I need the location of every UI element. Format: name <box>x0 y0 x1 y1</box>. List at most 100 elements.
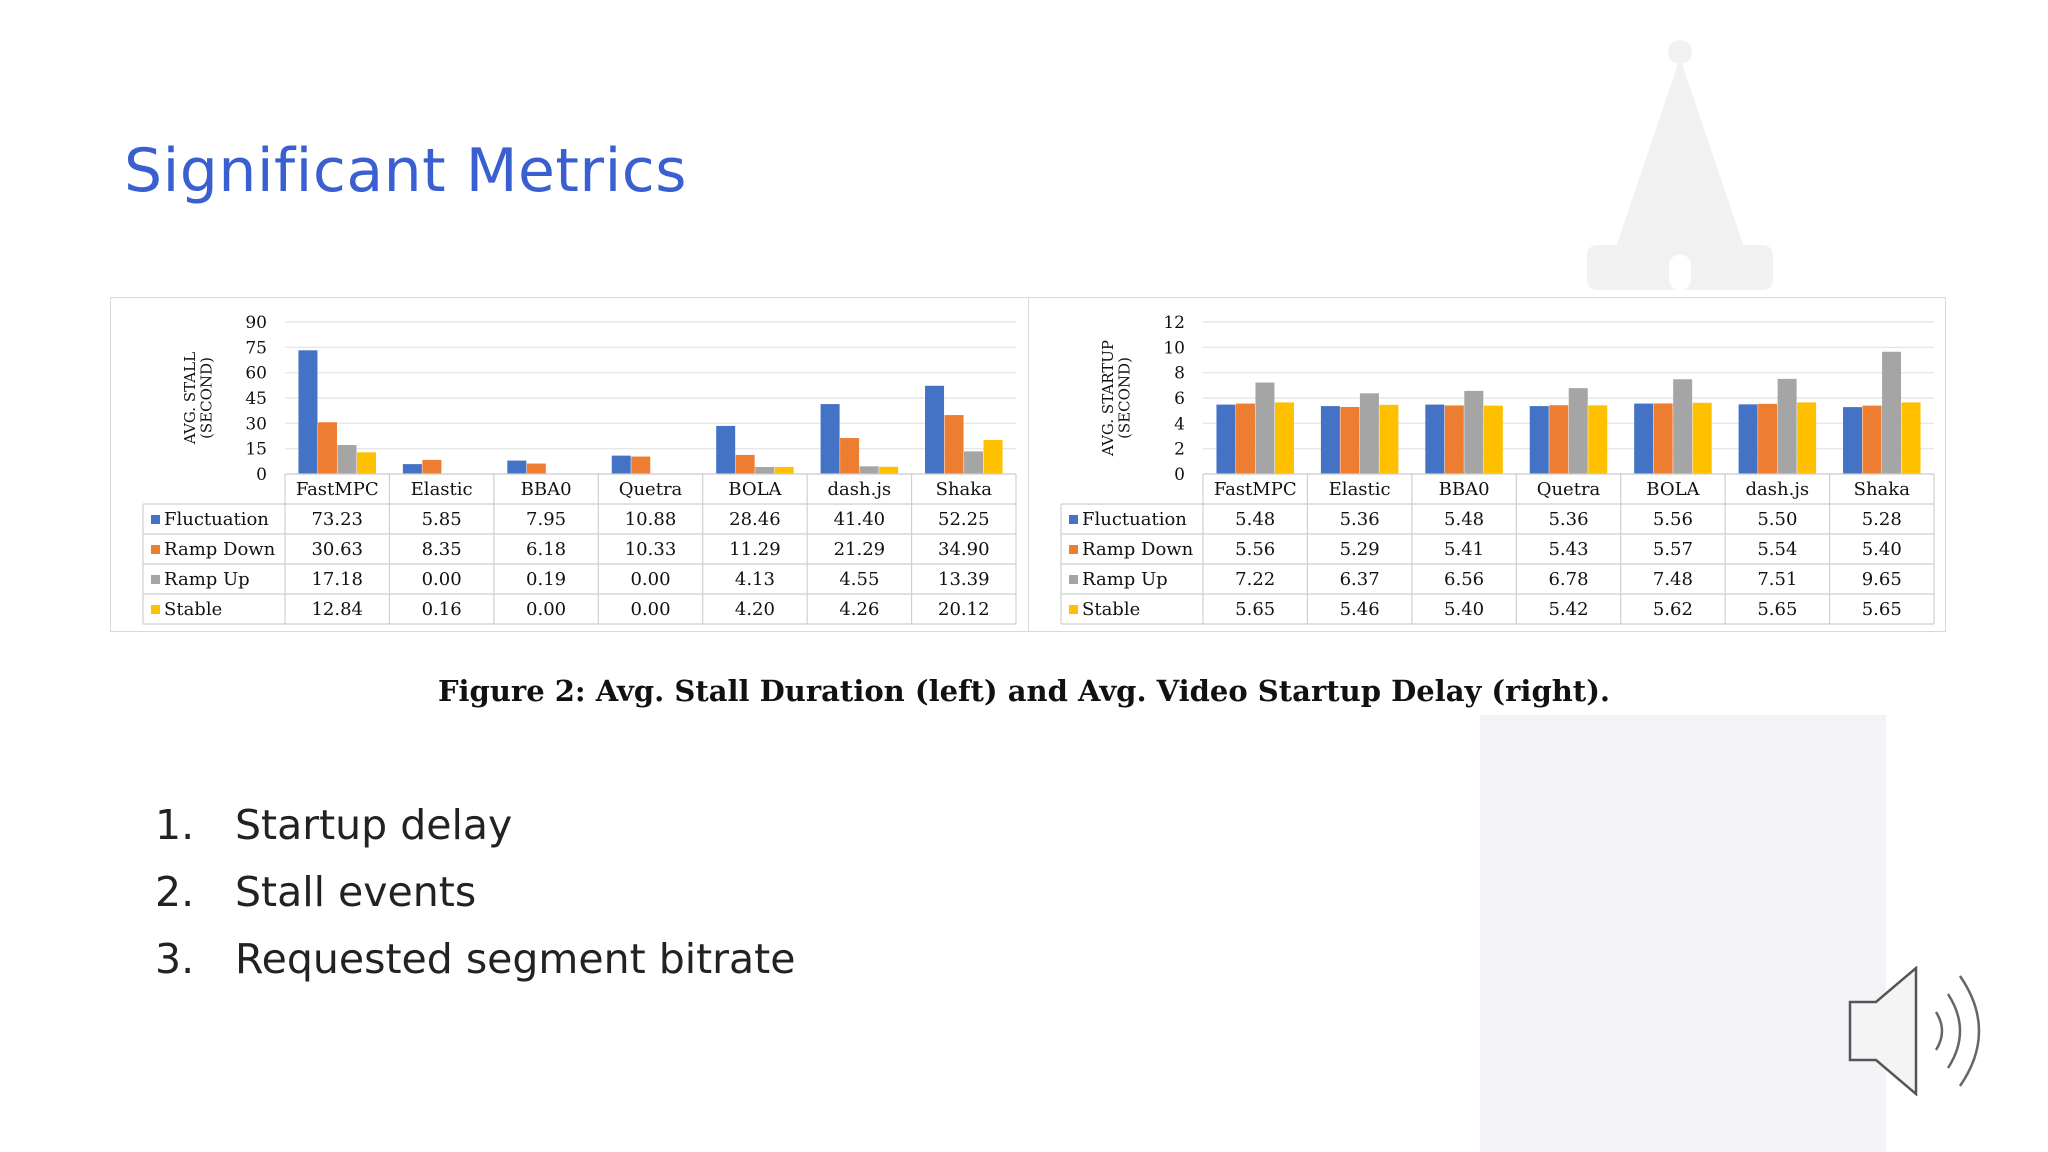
data-value: 41.40 <box>834 509 886 530</box>
y-tick-label: 30 <box>245 414 267 434</box>
bar <box>879 466 899 474</box>
data-value: 7.22 <box>1235 569 1275 590</box>
y-axis-label: AVG. STARTUP(SECOND) <box>1099 340 1134 457</box>
bullet-text: Requested segment bitrate <box>235 935 796 983</box>
legend-swatch <box>1069 515 1078 524</box>
bar <box>1843 407 1863 474</box>
y-tick-label: 45 <box>245 389 267 409</box>
bar <box>1862 405 1882 474</box>
bar <box>859 466 879 474</box>
bar <box>716 425 736 474</box>
bar <box>337 444 357 474</box>
bar <box>507 460 527 474</box>
data-value: 7.51 <box>1757 569 1797 590</box>
legend-entry: Ramp Down <box>164 539 276 560</box>
legend-entry: Fluctuation <box>1082 509 1187 530</box>
bar <box>1425 404 1445 474</box>
data-value: 6.78 <box>1548 569 1588 590</box>
data-value: 10.33 <box>625 539 677 560</box>
bullet-number: 1. <box>155 801 195 849</box>
legend-entry: Ramp Up <box>1082 569 1168 590</box>
data-value: 12.84 <box>311 599 363 620</box>
data-value: 52.25 <box>938 509 990 530</box>
data-value: 10.88 <box>625 509 677 530</box>
data-value: 5.65 <box>1862 599 1902 620</box>
data-value: 73.23 <box>311 509 363 530</box>
y-tick-label: 4 <box>1174 414 1185 434</box>
y-tick-label: 8 <box>1174 364 1185 384</box>
category-label: FastMPC <box>1214 479 1297 500</box>
data-value: 5.48 <box>1235 509 1275 530</box>
data-value: 21.29 <box>834 539 886 560</box>
bar <box>1529 406 1549 474</box>
bar <box>1379 404 1399 474</box>
data-value: 6.18 <box>526 539 566 560</box>
data-value: 5.50 <box>1757 509 1797 530</box>
data-value: 5.85 <box>422 509 462 530</box>
data-value: 6.37 <box>1340 569 1380 590</box>
category-label: BOLA <box>1646 479 1700 500</box>
data-value: 0.16 <box>422 599 462 620</box>
category-label: Elastic <box>1329 479 1391 500</box>
legend-swatch <box>151 575 160 584</box>
bar <box>1901 402 1921 474</box>
y-tick-label: 10 <box>1163 338 1185 358</box>
bar <box>1653 403 1673 474</box>
data-value: 5.36 <box>1548 509 1588 530</box>
data-value: 13.39 <box>938 569 990 590</box>
bar <box>1340 406 1360 474</box>
bar <box>1359 393 1379 474</box>
bar <box>1274 402 1294 474</box>
data-value: 5.36 <box>1340 509 1380 530</box>
startup-delay-chart: 0 2 4 6 8 10 12 AVG. STARTUP(SECOND) FastMPC Elas… <box>1028 298 1945 631</box>
data-value: 5.43 <box>1548 539 1588 560</box>
y-tick-label: 0 <box>1174 465 1185 485</box>
legend-entry: Stable <box>164 599 222 620</box>
bar <box>611 455 631 474</box>
bar <box>1568 388 1588 474</box>
bar <box>526 463 546 474</box>
speaker-icon[interactable] <box>1848 966 2018 1096</box>
legend-swatch <box>151 515 160 524</box>
bar <box>925 385 945 474</box>
data-value: 6.56 <box>1444 569 1484 590</box>
data-value: 20.12 <box>938 599 990 620</box>
data-value: 5.46 <box>1340 599 1380 620</box>
bullet-number: 3. <box>155 935 195 983</box>
bar <box>1549 405 1569 474</box>
bullet-list: 1. Startup delay 2. Stall events 3. Request… <box>155 792 795 993</box>
bar <box>1588 405 1608 474</box>
data-value: 5.65 <box>1235 599 1275 620</box>
bar <box>1216 404 1236 474</box>
figure-2: 0 15 30 45 60 75 90 AVG. STALL(SECOND) FastMPC El… <box>110 297 1946 632</box>
y-tick-label: 0 <box>256 465 267 485</box>
y-tick-label: 12 <box>1163 313 1185 333</box>
data-value: 8.35 <box>422 539 462 560</box>
data-value: 30.63 <box>311 539 363 560</box>
legend-entry: Stable <box>1082 599 1140 620</box>
data-value: 4.13 <box>735 569 775 590</box>
data-value: 5.56 <box>1653 509 1693 530</box>
category-label: dash.js <box>1746 479 1810 500</box>
bar <box>422 459 442 474</box>
bullet-number: 2. <box>155 868 195 916</box>
data-value: 5.41 <box>1444 539 1484 560</box>
category-label: Shaka <box>1854 479 1911 500</box>
category-label: Quetra <box>619 479 683 500</box>
bar <box>1320 406 1340 474</box>
bar <box>1673 379 1693 474</box>
data-value: 0.19 <box>526 569 566 590</box>
y-tick-label: 6 <box>1174 389 1185 409</box>
legend-entry: Ramp Down <box>1082 539 1194 560</box>
bar <box>1758 403 1778 474</box>
legend-swatch <box>1069 605 1078 614</box>
bar <box>1882 351 1902 474</box>
data-value: 28.46 <box>729 509 781 530</box>
data-value: 5.28 <box>1862 509 1902 530</box>
bar <box>1738 404 1758 474</box>
data-value: 4.26 <box>839 599 879 620</box>
bar <box>944 415 964 474</box>
bar <box>1255 382 1275 474</box>
bar <box>1634 403 1654 474</box>
legend-entry: Fluctuation <box>164 509 269 530</box>
